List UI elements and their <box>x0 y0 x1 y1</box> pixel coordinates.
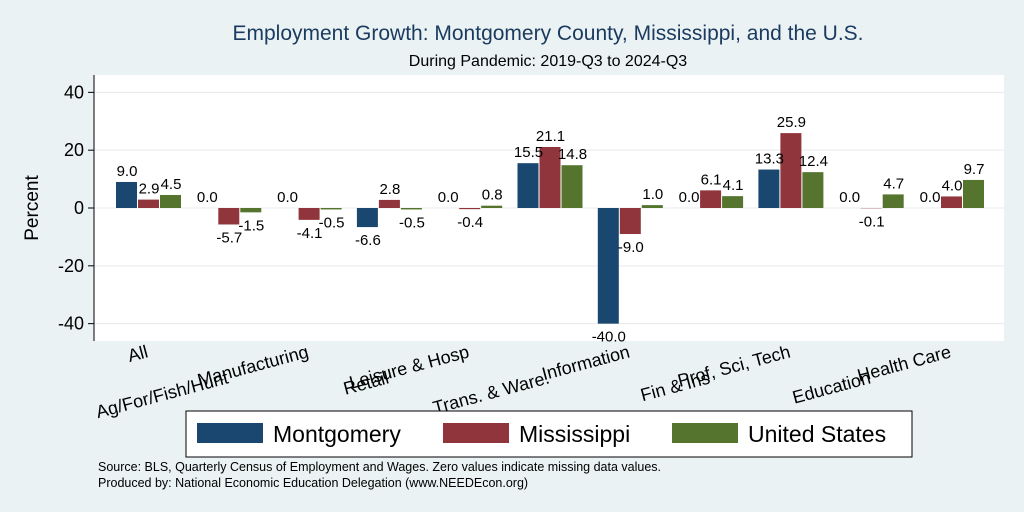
legend-label: Montgomery <box>273 421 401 447</box>
data-label: -5.7 <box>216 229 242 246</box>
data-label: 0.0 <box>839 189 860 206</box>
data-label: 0.0 <box>277 189 298 206</box>
bar <box>780 133 802 208</box>
bars <box>116 133 984 324</box>
data-labels: 9.02.9 4.50.0-5.7-1.50.0-4.1-0.5-6.62.8-0… <box>117 114 985 346</box>
data-label: -0.4 <box>457 214 483 231</box>
bar <box>941 196 962 208</box>
data-label: 1.0 <box>642 186 663 203</box>
category-label: Leisure & Hosp <box>347 342 471 393</box>
produced-by-note: Produced by: National Economic Education… <box>98 476 528 490</box>
source-note: Source: BLS, Quarterly Census of Employm… <box>98 460 661 474</box>
data-label: 9.0 <box>117 163 138 180</box>
bar <box>160 194 181 208</box>
bar <box>481 205 503 208</box>
bar <box>116 181 137 208</box>
data-label: -1.5 <box>238 217 264 234</box>
bar <box>641 205 663 208</box>
bar <box>700 190 722 208</box>
bar <box>218 208 240 225</box>
legend-swatch <box>197 423 263 443</box>
data-label: -0.5 <box>399 214 425 231</box>
data-label: -6.6 <box>355 232 381 249</box>
data-label: 0.0 <box>679 189 700 206</box>
bar <box>722 196 744 208</box>
bar <box>802 172 824 208</box>
bar <box>138 199 159 208</box>
data-label: -9.0 <box>618 239 644 256</box>
bar <box>963 179 984 208</box>
bar <box>758 169 780 208</box>
bar <box>517 163 539 208</box>
data-label: -0.5 <box>319 214 345 231</box>
category-label: All <box>126 342 151 366</box>
legend-swatch <box>443 423 509 443</box>
data-label: 12.4 <box>799 153 828 170</box>
y-tick-label: -40 <box>58 314 84 334</box>
legend-label: Mississippi <box>519 421 630 447</box>
data-label: -4.1 <box>297 225 323 242</box>
legend-swatch <box>672 423 738 443</box>
data-label: 25.9 <box>777 114 806 131</box>
data-label: 4.5 <box>161 176 182 193</box>
category-label: Information <box>540 342 632 385</box>
bar <box>619 208 641 235</box>
bar <box>378 199 400 208</box>
chart-title: Employment Growth: Montgomery County, Mi… <box>232 22 863 45</box>
category-label: Manufacturing <box>195 342 310 391</box>
y-tick-label: 40 <box>64 82 84 102</box>
data-label: 0.8 <box>482 187 503 204</box>
data-label: -0.1 <box>859 213 885 230</box>
category-label: Trans. & Ware. <box>431 368 552 418</box>
bar <box>356 208 378 228</box>
y-tick-label: 0 <box>74 198 84 218</box>
y-axis-label: Percent <box>22 175 43 241</box>
chart-subtitle: During Pandemic: 2019-Q3 to 2024-Q3 <box>409 53 687 70</box>
data-label: 15.5 <box>514 144 543 161</box>
data-label: -40.0 <box>592 329 626 346</box>
data-label: 14.8 <box>558 146 587 163</box>
y-tick-label: -20 <box>58 256 84 276</box>
data-label: 9.7 <box>964 161 985 178</box>
data-label: 4.0 <box>942 177 963 194</box>
bar <box>597 208 619 324</box>
data-label: 2.9 <box>139 181 160 198</box>
bar <box>882 194 904 208</box>
data-label: 4.7 <box>883 175 904 192</box>
legend-box <box>185 410 913 458</box>
bar <box>561 165 583 208</box>
data-label: 2.8 <box>379 181 400 198</box>
bar <box>400 208 422 210</box>
data-label: 0.0 <box>438 189 459 206</box>
data-label: 4.1 <box>723 177 744 194</box>
y-tick-label: 20 <box>64 140 84 160</box>
data-label: 21.1 <box>536 128 565 145</box>
bar <box>539 146 561 208</box>
bar <box>298 208 320 220</box>
category-label: Health Care <box>855 342 953 386</box>
data-label: 0.0 <box>197 189 218 206</box>
data-label: 6.1 <box>701 171 722 188</box>
category-label: Prof, Sci, Tech <box>675 342 792 391</box>
legend: Montgomery Mississippi United States <box>197 421 886 447</box>
legend-label: United States <box>748 421 886 447</box>
bar <box>459 208 481 210</box>
data-label: 0.0 <box>920 189 941 206</box>
bar <box>320 208 342 210</box>
y-axis: -40 -20 0 20 40 <box>58 82 94 334</box>
bar <box>240 208 262 213</box>
data-label: 13.3 <box>755 151 784 168</box>
